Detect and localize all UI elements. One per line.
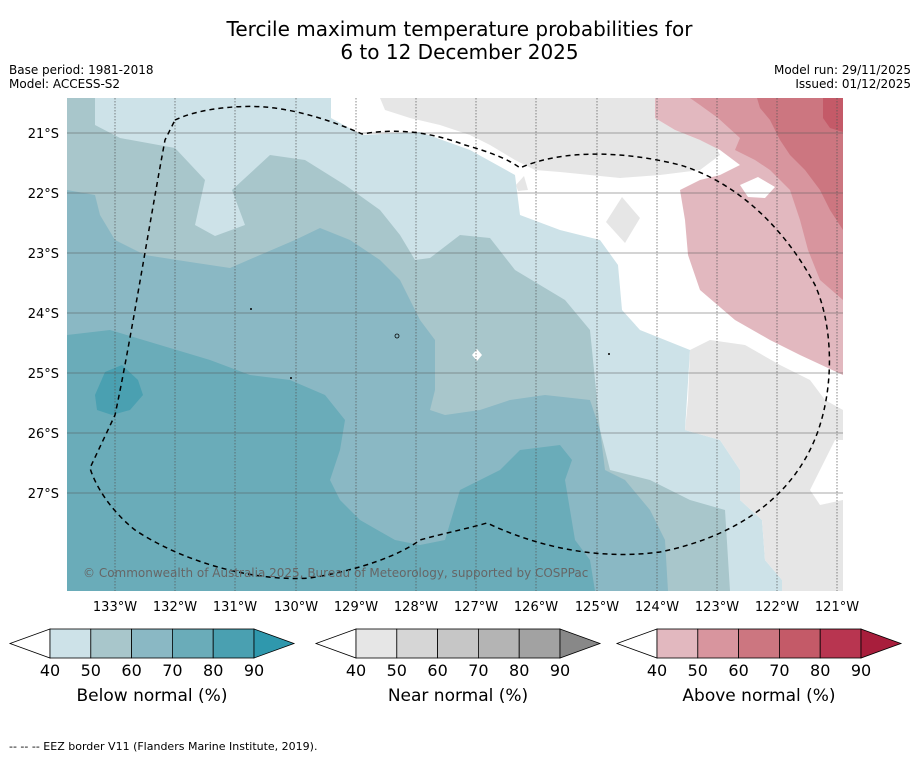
near-normal-small-region <box>516 176 528 191</box>
colorbar-tick-label: 60 <box>728 661 748 680</box>
below-normal-label: Below normal (%) <box>76 686 228 706</box>
colorbar-tick-label: 60 <box>121 661 141 680</box>
near-normal-diamond-region <box>606 197 640 243</box>
lon-label: 122°W <box>755 600 799 615</box>
colorbar-segment <box>90 628 133 659</box>
meta-right: Model run: 29/11/2025 Issued: 01/12/2025 <box>774 63 911 91</box>
lon-label: 133°W <box>93 600 137 615</box>
latitude-lines <box>67 132 843 494</box>
colorbar-tick-label: 40 <box>40 661 60 680</box>
issued-date: Issued: 01/12/2025 <box>795 77 911 91</box>
lon-label: 131°W <box>213 600 257 615</box>
chart-title: Tercile maximum temperature probabilitie… <box>0 18 919 64</box>
island-dot-3 <box>608 353 610 355</box>
colorbar-segment <box>49 628 92 659</box>
lon-label: 121°W <box>815 600 859 615</box>
lon-label: 124°W <box>635 600 679 615</box>
colorbar-segment <box>212 628 255 659</box>
lat-label: 22°S <box>28 187 59 202</box>
lon-label: 132°W <box>153 600 197 615</box>
colorbar-tick-label: 80 <box>509 661 529 680</box>
colorbar-tick-label: 40 <box>647 661 667 680</box>
colorbar-segment <box>697 628 739 659</box>
colorbar-min-extension <box>8 628 51 659</box>
lat-label: 26°S <box>28 427 59 442</box>
lon-label: 123°W <box>695 600 739 615</box>
colorbar-segment <box>396 628 438 659</box>
colorbar-tick-label: 90 <box>851 661 871 680</box>
colorbar-segment <box>779 628 821 659</box>
colorbar-segment <box>738 628 780 659</box>
above-normal-70-80-region <box>823 98 843 132</box>
colorbars: 40 50 60 70 80 90 40 50 60 70 80 90 40 50 60 70 80 90 <box>8 628 903 680</box>
colorbar-segment <box>819 628 862 659</box>
colorbar-tick-label: 70 <box>468 661 488 680</box>
island-marker <box>472 349 482 361</box>
colorbar-max-extension <box>860 628 903 659</box>
title-line-2: 6 to 12 December 2025 <box>340 40 579 64</box>
colorbar-max-extension <box>253 628 296 659</box>
lat-label: 21°S <box>28 127 59 142</box>
longitude-labels: 133°W 132°W 131°W 130°W 129°W 128°W 127°… <box>93 600 859 615</box>
island-dot-2 <box>290 377 292 379</box>
lat-label: 27°S <box>28 487 59 502</box>
colorbar-tick-label: 70 <box>769 661 789 680</box>
title-line-1: Tercile maximum temperature probabilitie… <box>226 17 693 41</box>
colorbar-segment <box>518 628 561 659</box>
colorbar-segment <box>171 628 214 659</box>
colorbar-max-extension <box>559 628 602 659</box>
latitude-labels: 21°S 22°S 23°S 24°S 25°S 26°S 27°S <box>28 127 59 502</box>
colorbar-segment <box>477 628 520 659</box>
lat-label: 24°S <box>28 307 59 322</box>
colorbar-segment <box>131 628 173 659</box>
above-normal-60-70-region <box>757 98 843 230</box>
below-normal-80-90-region <box>95 365 143 415</box>
colorbar-segment <box>437 628 479 659</box>
lat-label: 25°S <box>28 367 59 382</box>
colorbar-min-extension <box>615 628 658 659</box>
lon-label: 129°W <box>334 600 378 615</box>
copyright-text: © Commonwealth of Australia 2025, Bureau… <box>83 566 588 580</box>
near-normal-east-region <box>685 340 843 591</box>
near-normal-label: Near normal (%) <box>387 686 529 706</box>
island-dot-4 <box>394 333 400 339</box>
colorbar-tick-label: 90 <box>244 661 264 680</box>
colorbar-tick-label: 90 <box>550 661 570 680</box>
colorbar-segment <box>656 628 699 659</box>
near-normal-north-region <box>380 98 720 178</box>
lon-label: 130°W <box>274 600 318 615</box>
lon-label: 125°W <box>575 600 619 615</box>
base-period: Base period: 1981-2018 <box>9 63 154 77</box>
eez-footnote: -- -- -- EEZ border V11 (Flanders Marine… <box>9 740 318 753</box>
lat-label: 23°S <box>28 247 59 262</box>
colorbar-tick-label: 60 <box>427 661 447 680</box>
lon-label: 127°W <box>454 600 498 615</box>
colorbar-tick-label: 40 <box>346 661 366 680</box>
below-normal-70-80-region <box>67 330 595 591</box>
eez-border <box>89 105 831 580</box>
model-name: Model: ACCESS-S2 <box>9 77 121 91</box>
lon-label: 126°W <box>514 600 558 615</box>
graticule <box>114 98 838 591</box>
colorbar-2: 40 50 60 70 80 90 <box>615 628 903 680</box>
colorbar-min-extension <box>314 628 357 659</box>
colorbar-tick-label: 70 <box>162 661 182 680</box>
colorbar-tick-label: 80 <box>810 661 830 680</box>
colorbar-tick-label: 50 <box>387 661 407 680</box>
colorbar-tick-label: 50 <box>81 661 101 680</box>
colorbar-0: 40 50 60 70 80 90 <box>8 628 296 680</box>
lon-label: 128°W <box>394 600 438 615</box>
model-run: Model run: 29/11/2025 <box>773 63 911 77</box>
probability-map: © Commonwealth of Australia 2025, Bureau… <box>67 98 843 591</box>
colorbar-1: 40 50 60 70 80 90 <box>314 628 602 680</box>
above-normal-label: Above normal (%) <box>682 686 836 706</box>
colorbar-tick-label: 50 <box>688 661 708 680</box>
colorbar-tick-label: 80 <box>203 661 223 680</box>
meta-left: Base period: 1981-2018 Model: ACCESS-S2 <box>9 63 154 91</box>
white-gap-east <box>810 440 843 505</box>
colorbar-segment <box>355 628 398 659</box>
island-dot-1 <box>250 308 252 310</box>
